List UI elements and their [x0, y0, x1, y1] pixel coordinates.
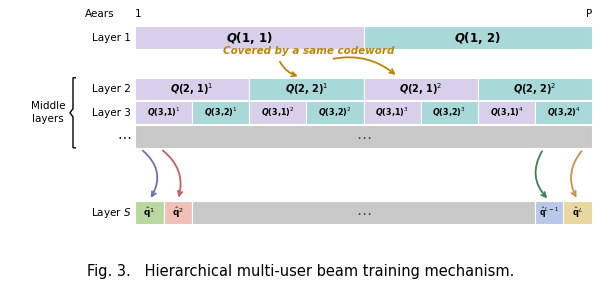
- Text: $\boldsymbol{Q}$(3,2)$^3$: $\boldsymbol{Q}$(3,2)$^3$: [432, 106, 466, 120]
- Text: $\boldsymbol{Q}$(2, 1)$^1$: $\boldsymbol{Q}$(2, 1)$^1$: [170, 81, 214, 97]
- Bar: [478, 78, 592, 100]
- Bar: [364, 78, 478, 100]
- Bar: [135, 26, 364, 49]
- Bar: [249, 78, 364, 100]
- Text: $\boldsymbol{Q}$(2, 2)$^2$: $\boldsymbol{Q}$(2, 2)$^2$: [513, 81, 557, 97]
- Bar: [192, 201, 535, 224]
- Text: Layer $S$: Layer $S$: [90, 206, 131, 220]
- Text: $\boldsymbol{Q}$(1, 2): $\boldsymbol{Q}$(1, 2): [455, 30, 501, 46]
- Bar: [478, 102, 535, 124]
- Text: Aears: Aears: [85, 9, 115, 19]
- Bar: [249, 102, 306, 124]
- Text: $\cdots$: $\cdots$: [356, 129, 371, 144]
- Text: 1: 1: [135, 9, 141, 19]
- Bar: [135, 102, 192, 124]
- Text: P: P: [586, 9, 592, 19]
- Bar: [421, 102, 478, 124]
- Bar: [535, 102, 592, 124]
- Text: $\boldsymbol{Q}$(1, 1): $\boldsymbol{Q}$(1, 1): [226, 30, 273, 46]
- Bar: [535, 201, 563, 224]
- Bar: [563, 201, 592, 224]
- Text: $\boldsymbol{Q}$(3,2)$^4$: $\boldsymbol{Q}$(3,2)$^4$: [547, 106, 580, 120]
- Text: $\boldsymbol{Q}$(2, 1)$^2$: $\boldsymbol{Q}$(2, 1)$^2$: [399, 81, 442, 97]
- Bar: [164, 201, 192, 224]
- Text: $\hat{\mathbf{q}}^{1}$: $\hat{\mathbf{q}}^{1}$: [143, 205, 155, 220]
- Bar: [135, 78, 249, 100]
- Text: $\boldsymbol{Q}$(3,1)$^4$: $\boldsymbol{Q}$(3,1)$^4$: [489, 106, 523, 120]
- Bar: [364, 102, 421, 124]
- Bar: [135, 125, 592, 148]
- Text: Middle
layers: Middle layers: [31, 101, 65, 124]
- Text: $\hat{\mathbf{q}}^{2}$: $\hat{\mathbf{q}}^{2}$: [172, 205, 184, 220]
- Bar: [135, 201, 164, 224]
- Bar: [192, 102, 249, 124]
- Text: $\boldsymbol{Q}$(3,1)$^2$: $\boldsymbol{Q}$(3,1)$^2$: [261, 106, 294, 120]
- Text: $\cdots$: $\cdots$: [356, 205, 371, 220]
- Text: Fig. 3.   Hierarchical multi-user beam training mechanism.: Fig. 3. Hierarchical multi-user beam tra…: [87, 264, 515, 279]
- Text: Layer 3: Layer 3: [92, 108, 131, 118]
- Text: $\boldsymbol{Q}$(3,1)$^3$: $\boldsymbol{Q}$(3,1)$^3$: [375, 106, 409, 120]
- Text: Layer 1: Layer 1: [92, 33, 131, 43]
- Text: $\hat{\mathbf{q}}^{L}$: $\hat{\mathbf{q}}^{L}$: [573, 205, 583, 220]
- Text: Covered by a same codeword: Covered by a same codeword: [223, 46, 394, 56]
- Text: $\hat{\mathbf{q}}^{L-1}$: $\hat{\mathbf{q}}^{L-1}$: [539, 205, 559, 220]
- Text: $\boldsymbol{Q}$(3,2)$^2$: $\boldsymbol{Q}$(3,2)$^2$: [318, 106, 352, 120]
- Text: $\boldsymbol{Q}$(3,1)$^1$: $\boldsymbol{Q}$(3,1)$^1$: [147, 106, 180, 120]
- Bar: [364, 26, 592, 49]
- Text: $\cdots$: $\cdots$: [117, 130, 131, 144]
- Text: Layer 2: Layer 2: [92, 84, 131, 94]
- Bar: [306, 102, 364, 124]
- Text: $\boldsymbol{Q}$(3,2)$^1$: $\boldsymbol{Q}$(3,2)$^1$: [204, 106, 237, 120]
- Text: $\boldsymbol{Q}$(2, 2)$^1$: $\boldsymbol{Q}$(2, 2)$^1$: [285, 81, 328, 97]
